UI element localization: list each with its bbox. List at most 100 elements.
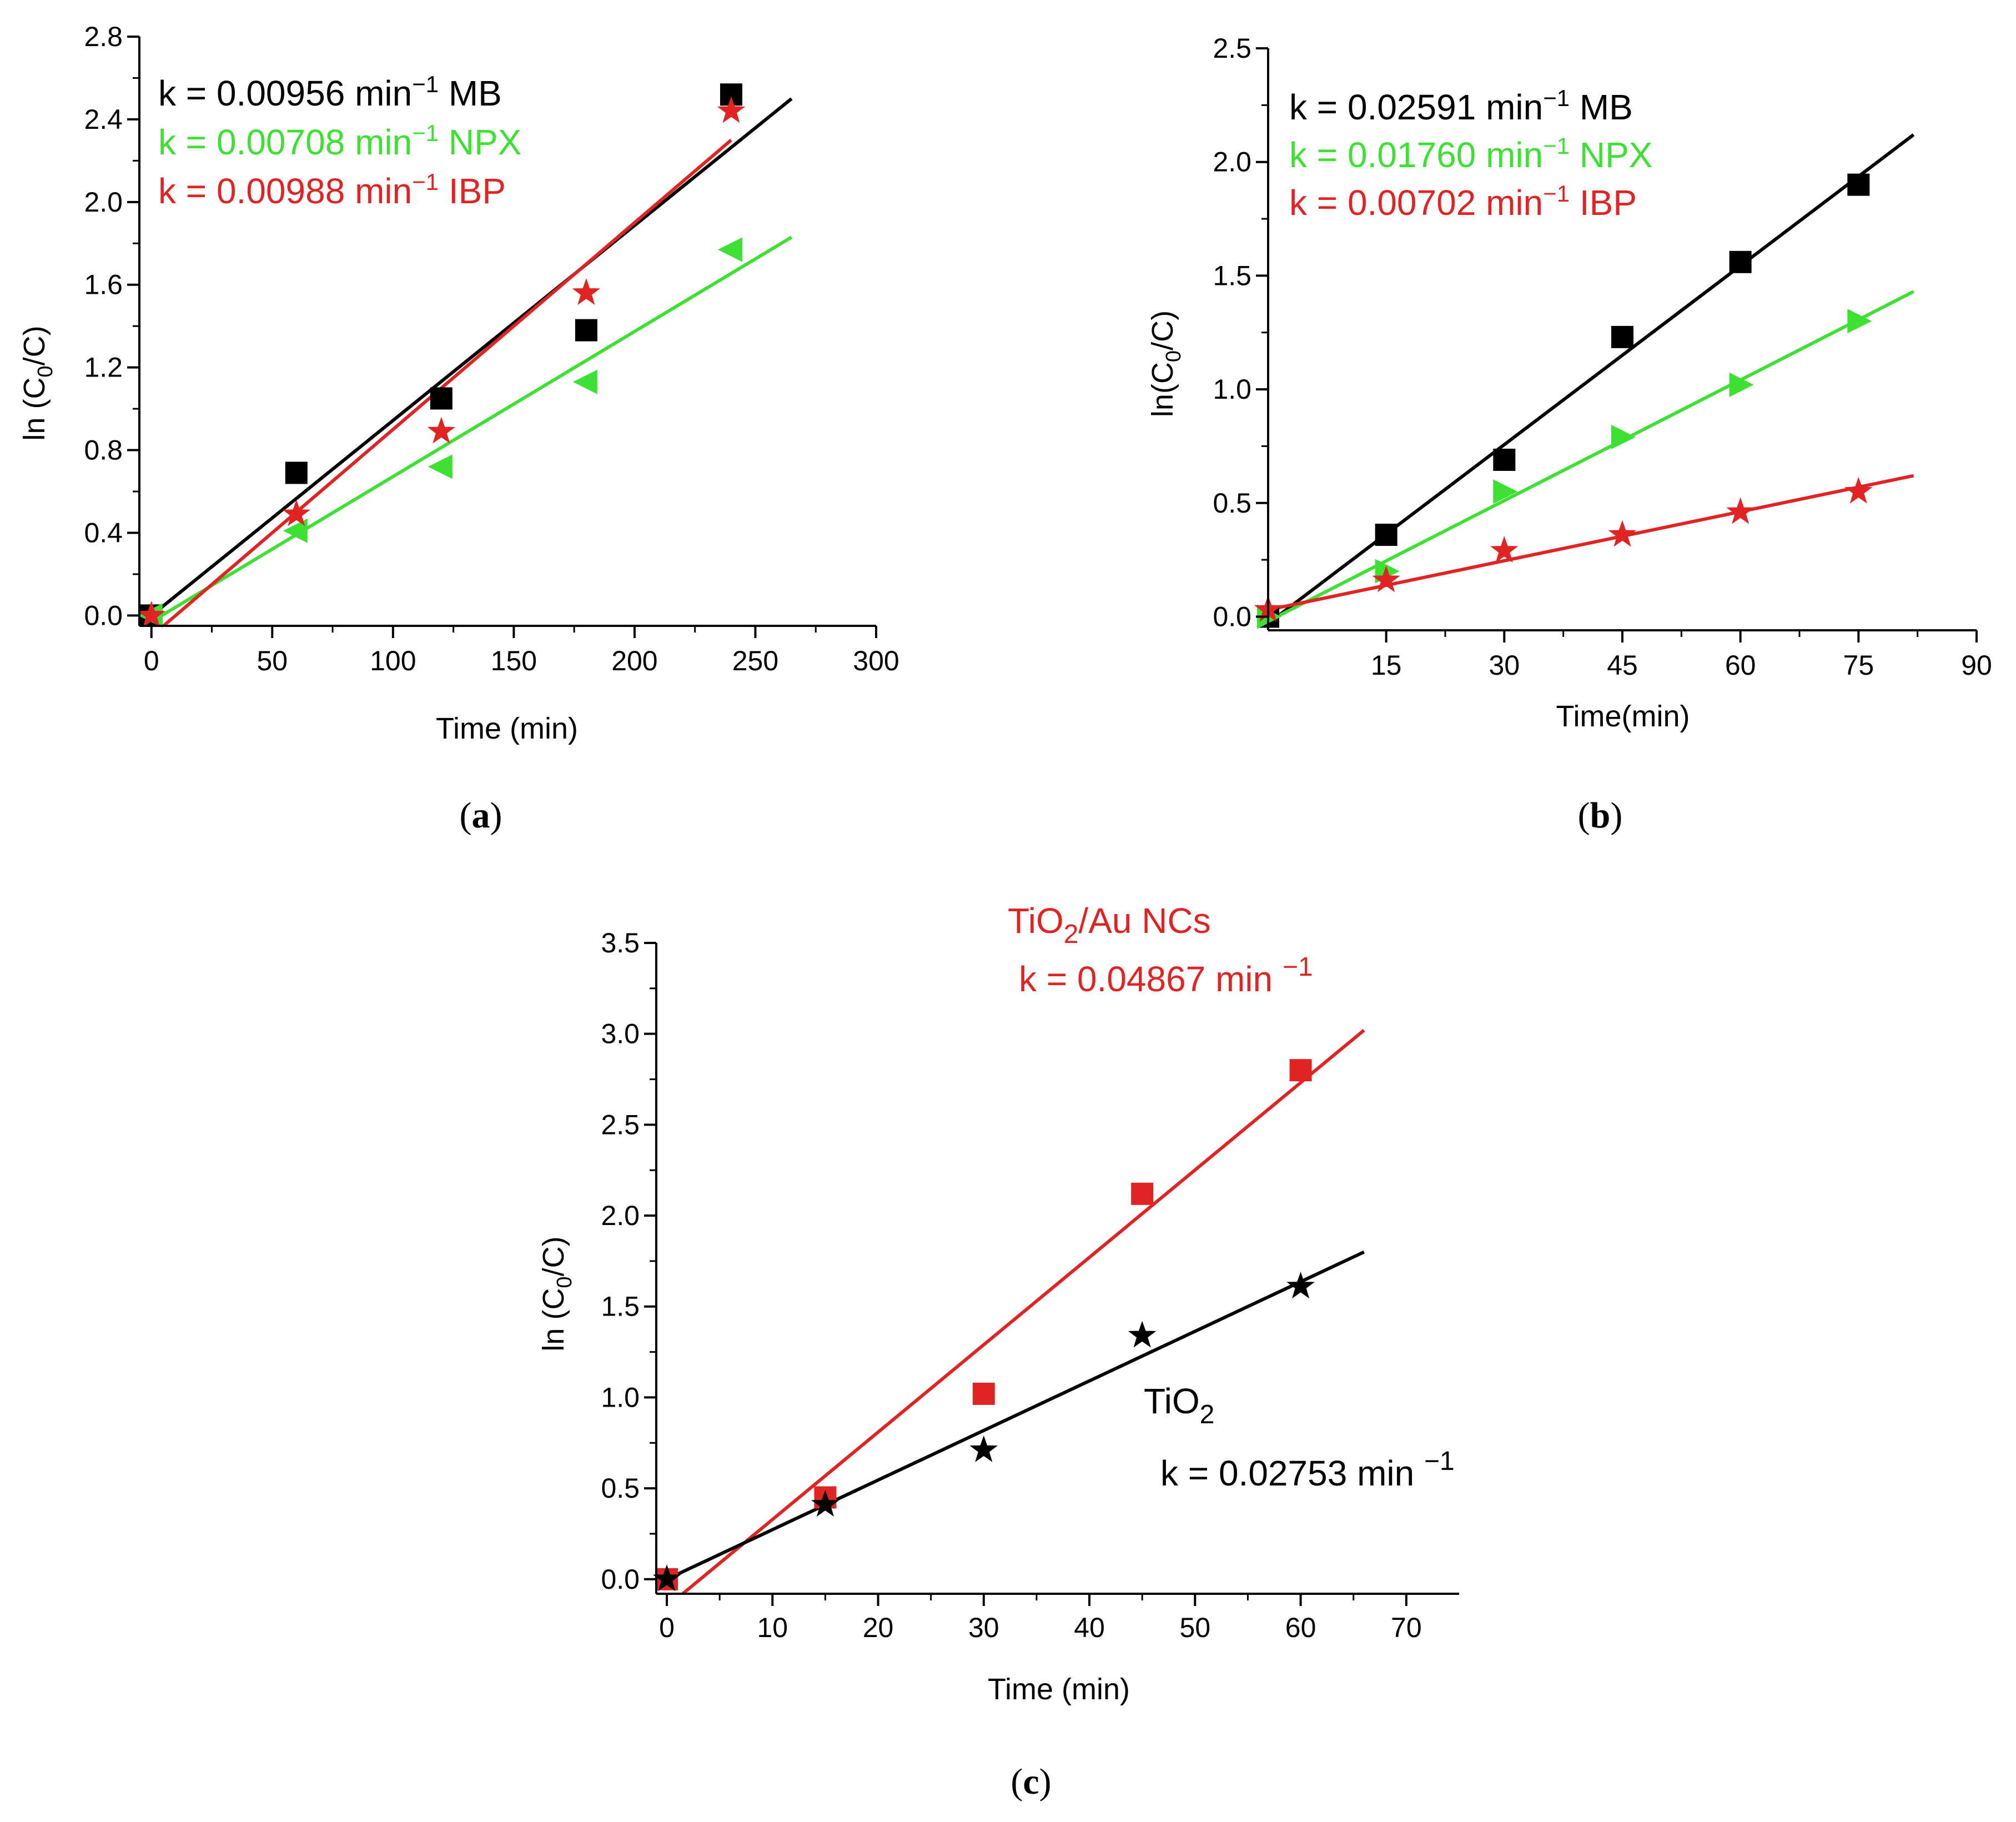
chart-a-y-tick-label: 1.2 (84, 352, 123, 383)
chart-a-y-tick-label: 2.8 (84, 21, 123, 52)
chart-b-point-npx (1493, 479, 1518, 504)
chart-a-annotation-ibp: k = 0.00988 min−1 IBP (158, 169, 506, 211)
chart-a-x-tick-label: 250 (732, 645, 778, 676)
chart-c-x-tick-label: 30 (968, 1612, 999, 1643)
chart-b-x-tick-label: 30 (1489, 650, 1520, 681)
chart-b-point-npx (1729, 372, 1754, 397)
chart-c-y-tick-label: 1.0 (601, 1382, 640, 1413)
chart-b-annotation-ibp: k = 0.00702 min−1 IBP (1289, 180, 1637, 223)
chart-b-point-ibp (1726, 497, 1754, 524)
chart-a-x-ticks: 0 50 100 150 200 250 300 (144, 626, 899, 676)
chart-a-fit-line-ibp (162, 138, 732, 628)
chart-a-annotation-mb: k = 0.00956 min−1 MB (158, 71, 502, 113)
chart-a-y-label: ln (C0/C) (18, 325, 57, 440)
chart-a-y-tick-label: 0.4 (84, 517, 123, 548)
chart-a-y-tick-label: 2.0 (84, 187, 123, 218)
chart-b-y-tick-label: 0.5 (1213, 488, 1251, 519)
chart-a-y-tick-label: 1.6 (84, 269, 123, 300)
chart-a-y-tick-label: 2.4 (84, 104, 123, 135)
chart-c-y-tick-label: 0.5 (601, 1473, 640, 1504)
chart-a-point-ibp (282, 499, 311, 526)
chart-a-y-tick-label: 0.0 (84, 600, 123, 631)
chart-a-marks (137, 83, 793, 628)
chart-a-x-label: Time (min) (436, 712, 578, 745)
chart-b-annotations: k = 0.02591 min−1 MB k = 0.01760 min−1 N… (1289, 85, 1652, 223)
chart-c-x-ticks: 0 10 20 30 40 50 60 70 (659, 1594, 1422, 1643)
chart-a-point-ibp (717, 96, 746, 123)
chart-b-x-tick-label: 60 (1725, 650, 1756, 681)
chart-a-x-tick-label: 200 (611, 645, 657, 676)
chart-a-point-ibp (137, 600, 165, 628)
chart-c-point-tio2-au-ncs (972, 1382, 995, 1405)
chart-b-x-tick-label: 90 (1961, 650, 1992, 681)
chart-a-fit-line-npx (150, 235, 793, 624)
chart-c-x-label: Time (min) (988, 1673, 1130, 1706)
chart-a-point-mb (575, 319, 597, 342)
chart-b-x-label: Time(min) (1556, 700, 1690, 733)
chart-c-y-tick-label: 2.0 (601, 1200, 640, 1231)
chart-a-x-tick-label: 100 (370, 645, 416, 676)
chart-panel-b: 15 30 45 60 75 90 0.0 0.5 1.0 1.5 2.0 2.5 Time(min… (1146, 33, 1992, 836)
chart-b-y-ticks: 0.0 0.5 1.0 1.5 2.0 2.5 (1213, 33, 1268, 632)
chart-c-x-tick-label: 0 (659, 1612, 675, 1643)
chart-b-y-tick-label: 1.0 (1213, 374, 1251, 405)
chart-b-x-tick-label: 75 (1843, 650, 1874, 681)
chart-a-point-mb (430, 387, 453, 410)
chart-b-y-tick-label: 0.0 (1213, 601, 1251, 632)
chart-b-y-tick-label: 1.5 (1213, 260, 1251, 291)
chart-a-annotations: k = 0.00956 min−1 MB k = 0.00708 min−1 N… (158, 71, 521, 211)
chart-c-x-tick-label: 60 (1285, 1612, 1316, 1643)
chart-c-x-tick-label: 20 (863, 1612, 894, 1643)
chart-a-x-tick-label: 0 (144, 645, 159, 676)
chart-a-point-mb (285, 461, 308, 484)
chart-a-point-npx (283, 518, 308, 543)
chart-b-point-npx (1847, 309, 1872, 334)
chart-c-point-tio2-au-ncs (1131, 1182, 1154, 1205)
chart-b-point-ibp (1844, 476, 1873, 504)
chart-c-fit-line-tio2-au-ncs (681, 1028, 1365, 1595)
chart-c-black-k: k = 0.02753 min −1 (1160, 1447, 1455, 1493)
chart-c-x-tick-label: 40 (1074, 1612, 1105, 1643)
chart-c-fit-line-tio2 (666, 1250, 1365, 1581)
chart-c-caption: (c) (1010, 1761, 1051, 1802)
chart-c-y-tick-label: 3.5 (601, 927, 640, 958)
chart-c-y-tick-label: 0.0 (601, 1564, 640, 1595)
chart-b-point-ibp (1490, 536, 1519, 563)
chart-c-x-tick-label: 50 (1180, 1612, 1211, 1643)
chart-b-caption: (b) (1578, 795, 1623, 836)
chart-c-annotations: TiO2/Au NCs k = 0.04867 min −1 TiO2 k = … (1008, 901, 1455, 1493)
chart-b-point-mb (1729, 250, 1752, 273)
chart-c-point-tio2 (969, 1435, 998, 1462)
chart-c-x-tick-label: 70 (1391, 1612, 1422, 1643)
chart-b-point-ibp (1372, 565, 1400, 593)
chart-c-point-tio2 (811, 1490, 839, 1517)
chart-a-annotation-npx: k = 0.00708 min−1 NPX (158, 120, 521, 162)
chart-a-x-tick-label: 300 (853, 645, 899, 676)
chart-c-point-tio2 (1286, 1272, 1315, 1299)
chart-b-fit-line-npx (1267, 290, 1914, 623)
chart-b-x-ticks: 15 30 45 60 75 90 (1371, 630, 1992, 681)
chart-c-red-title: TiO2/Au NCs (1008, 901, 1211, 949)
chart-c-point-tio2 (1128, 1321, 1157, 1348)
chart-a-point-ibp (572, 278, 601, 305)
chart-a-y-ticks: 0.0 0.4 0.8 1.2 1.6 2.0 2.4 2.8 (84, 21, 139, 631)
chart-b-x-tick-label: 45 (1607, 650, 1638, 681)
chart-b-point-mb (1493, 448, 1516, 471)
chart-a-x-tick-label: 150 (491, 645, 537, 676)
chart-b-annotation-npx: k = 0.01760 min−1 NPX (1289, 133, 1652, 175)
chart-b-y-tick-label: 2.0 (1213, 147, 1251, 178)
chart-c-black-title: TiO2 (1144, 1381, 1214, 1429)
chart-c-y-tick-label: 2.5 (601, 1109, 640, 1140)
chart-a-x-tick-label: 50 (257, 645, 288, 676)
chart-b-fit-line-ibp (1268, 474, 1914, 612)
chart-c-y-label: ln (C0/C) (537, 1236, 576, 1351)
chart-a-y-tick-label: 0.8 (84, 435, 123, 466)
chart-c-red-k: k = 0.04867 min −1 (1019, 952, 1313, 999)
chart-a-caption: (a) (460, 795, 502, 836)
chart-b-point-mb (1611, 325, 1633, 348)
chart-c-y-tick-label: 3.0 (601, 1018, 640, 1050)
chart-b-point-npx (1611, 425, 1636, 450)
chart-a-point-npx (717, 237, 742, 262)
chart-b-point-ibp (1608, 520, 1637, 547)
